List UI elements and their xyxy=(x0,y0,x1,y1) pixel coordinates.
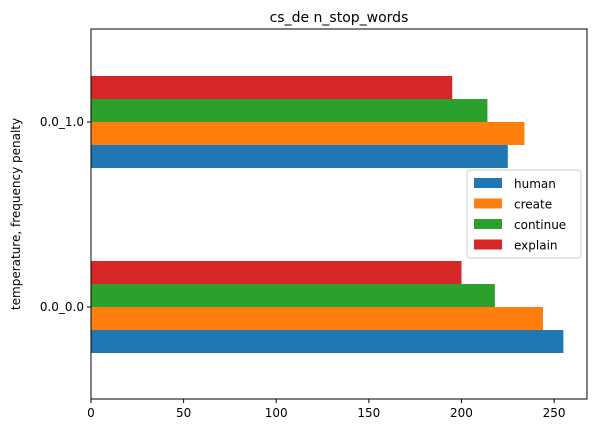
legend-label-create: create xyxy=(514,198,552,212)
bar-explain-0.0_0.0 xyxy=(91,261,462,284)
legend-swatch-create xyxy=(474,198,502,209)
bar-human-0.0_1.0 xyxy=(91,145,508,168)
y-tick-label: 0.0_0.0 xyxy=(40,300,84,314)
plot-frame xyxy=(90,28,588,400)
bar-continue-0.0_0.0 xyxy=(91,284,495,307)
x-tick-label: 0 xyxy=(87,406,95,420)
bar-human-0.0_0.0 xyxy=(91,330,564,353)
legend-label-explain: explain xyxy=(514,239,558,253)
chart-title: cs_de n_stop_words xyxy=(270,10,409,26)
legend-box xyxy=(466,169,582,259)
bar-continue-0.0_1.0 xyxy=(91,99,488,122)
x-tick-label: 250 xyxy=(543,406,566,420)
y-axis-label: temperature, frequency penalty xyxy=(9,118,23,310)
x-axis: 0 50 100 150 200 250 xyxy=(87,399,566,420)
legend-label-human: human xyxy=(514,177,556,191)
y-axis: 0.0_0.0 0.0_1.0 xyxy=(40,115,91,314)
x-tick-label: 150 xyxy=(357,406,380,420)
legend: human create continue explain xyxy=(466,169,582,259)
legend-swatch-human xyxy=(474,178,502,188)
legend-swatch-explain xyxy=(474,239,502,250)
x-tick-label: 200 xyxy=(450,406,473,420)
legend-swatch-continue xyxy=(474,219,502,229)
bars-group xyxy=(91,76,564,353)
x-tick-label: 100 xyxy=(265,406,288,420)
bar-explain-0.0_1.0 xyxy=(91,76,453,99)
bar-create-0.0_1.0 xyxy=(91,122,525,145)
legend-label-continue: continue xyxy=(514,218,566,232)
bar-create-0.0_0.0 xyxy=(91,307,544,330)
x-tick-label: 50 xyxy=(176,406,191,420)
y-tick-label: 0.0_1.0 xyxy=(40,115,84,129)
